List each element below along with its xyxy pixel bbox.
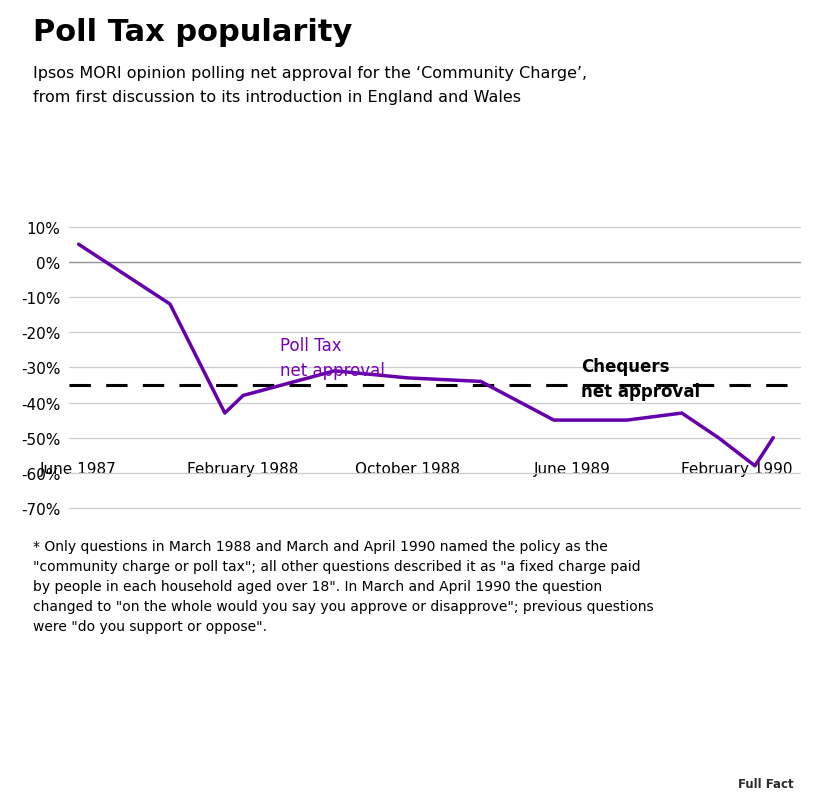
Text: Poll Tax popularity: Poll Tax popularity [33,18,352,47]
Text: Source:: Source: [20,760,86,774]
Polygon shape [707,731,817,803]
Text: Chequers
net approval: Chequers net approval [581,357,700,400]
Text: from first discussion to its introduction in England and Wales: from first discussion to its introductio… [33,90,520,105]
Text: Ipsos MORI, polling trends on The Community Charge, 1987-1991: Ipsos MORI, polling trends on The Commun… [78,760,586,774]
Text: Full Fact: Full Fact [739,777,794,790]
Text: Ipsos MORI opinion polling net approval for the ‘Community Charge’,: Ipsos MORI opinion polling net approval … [33,66,587,81]
Text: Poll Tax
net approval: Poll Tax net approval [279,336,385,379]
Text: * Only questions in March 1988 and March and April 1990 named the policy as the
: * Only questions in March 1988 and March… [33,540,654,634]
